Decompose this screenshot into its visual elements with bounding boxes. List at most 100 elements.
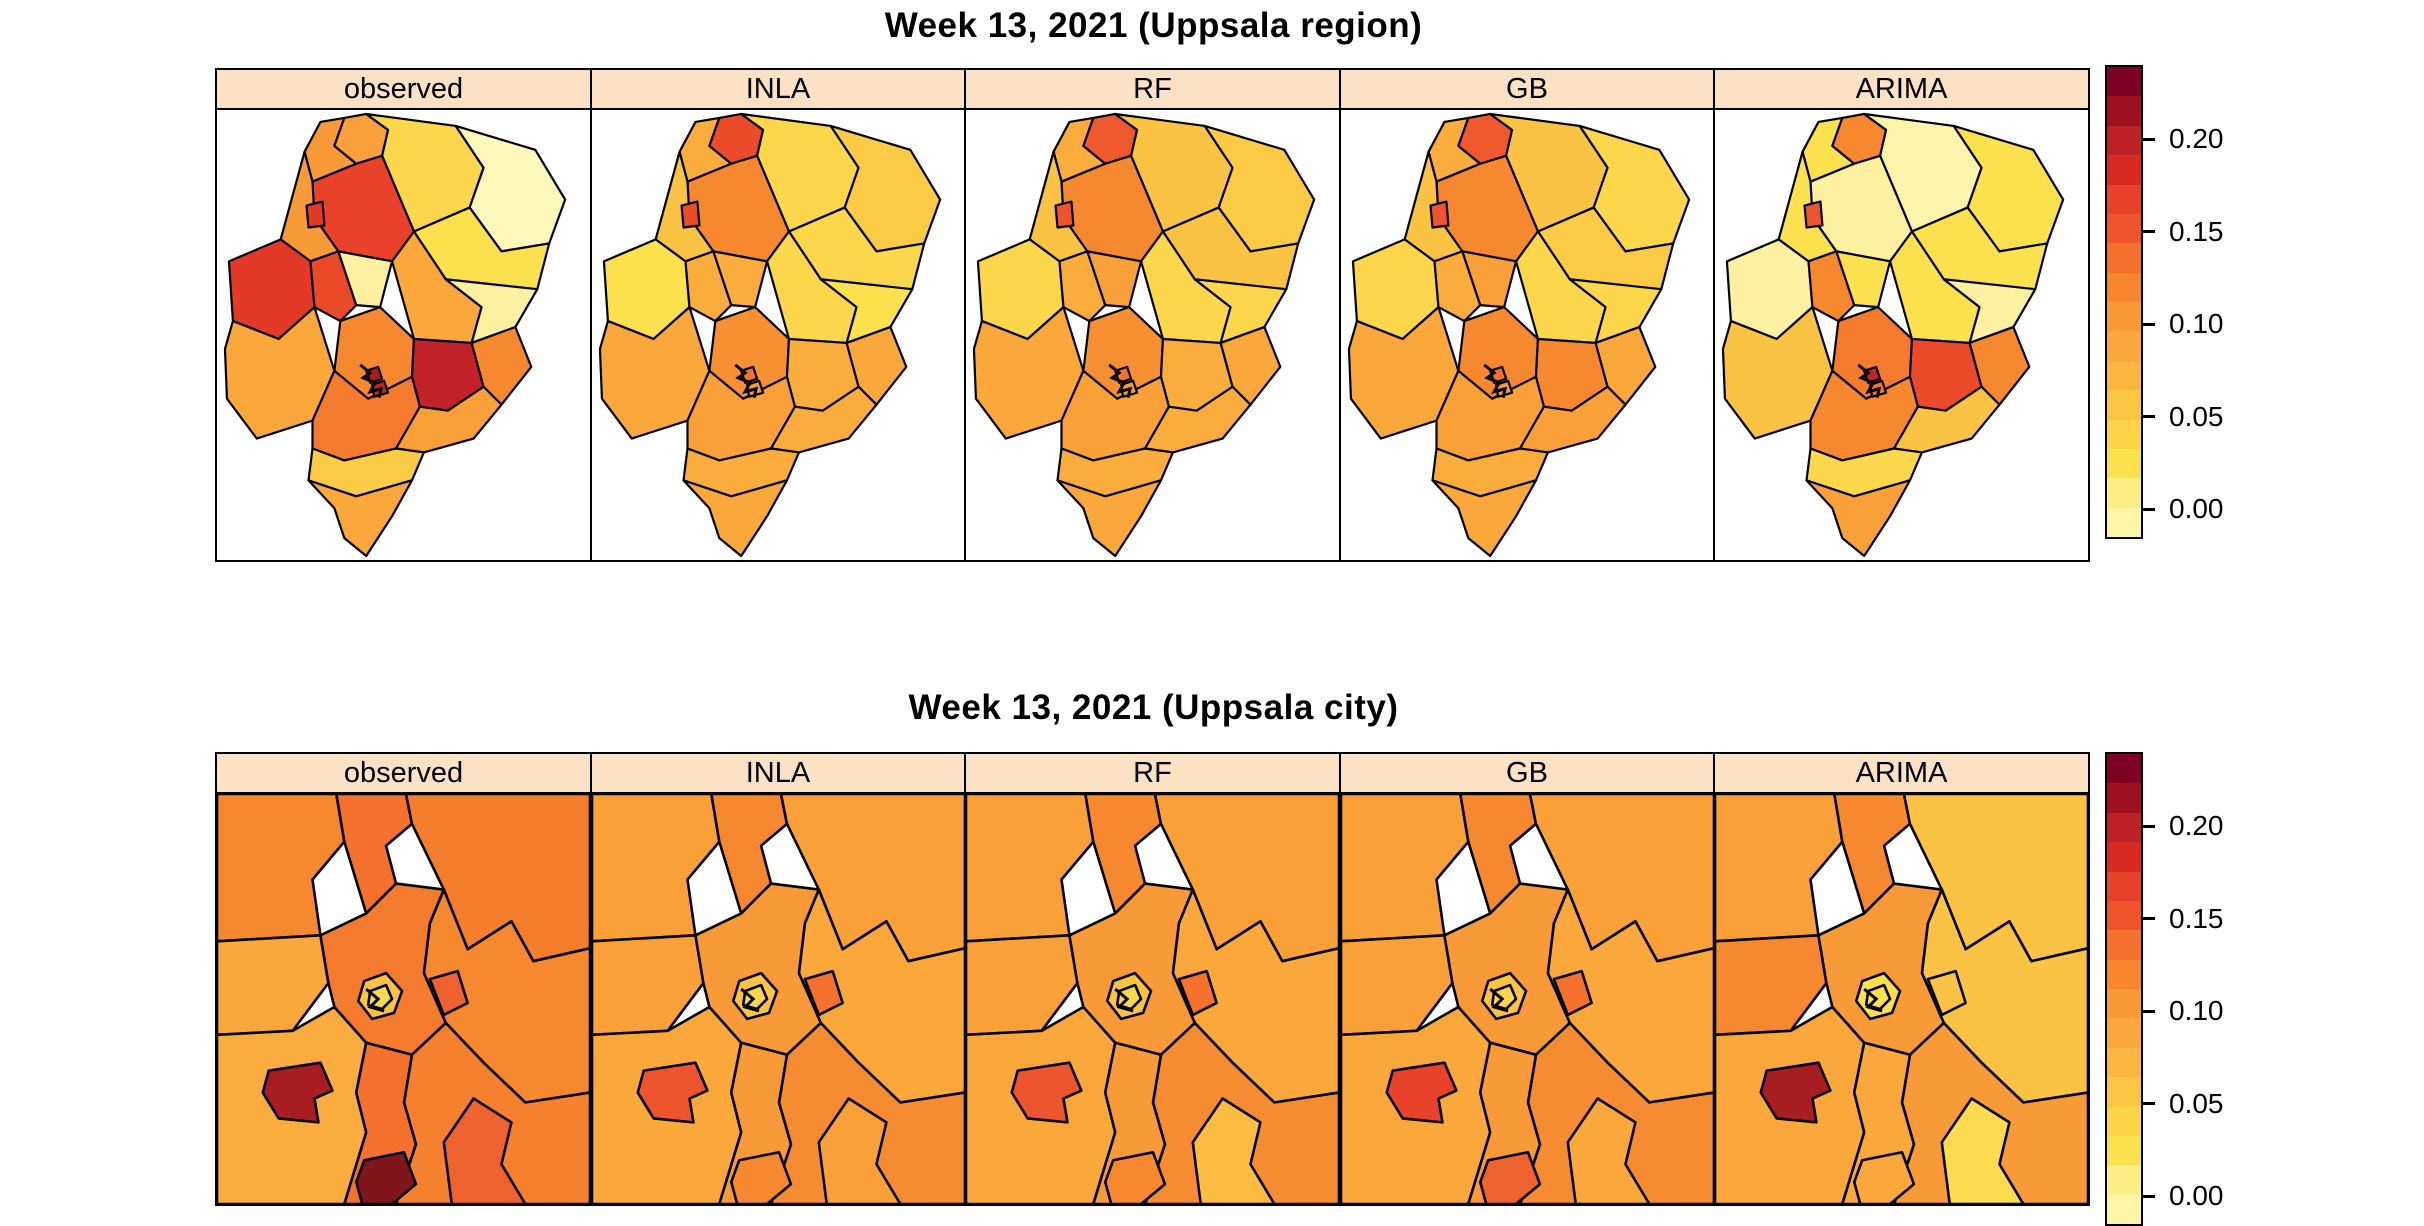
panel-strip-observed: observed [215, 752, 592, 794]
panel-strip-ARIMA: ARIMA [1713, 68, 2090, 110]
colorbar-tick-label: 0.05 [2169, 1087, 2224, 1119]
panel-strip-observed: observed [215, 68, 592, 110]
district-top-left [966, 794, 1095, 943]
city-border-detail [1863, 987, 1883, 1013]
district-left-mid [591, 934, 705, 1037]
colorbar-tick-label: 0.10 [2169, 308, 2224, 340]
colorbar-band [2107, 302, 2141, 332]
panel-strip-label: RF [1133, 72, 1172, 105]
panel-strip-INLA: INLA [589, 68, 967, 110]
colorbar-band [2107, 871, 2141, 901]
colorbar-band [2107, 1047, 2141, 1078]
colorbar-band [2107, 930, 2141, 960]
colorbar-tick-label: 0.20 [2169, 123, 2224, 155]
colorbar-tick [2141, 1102, 2155, 1106]
district-left-mid [966, 934, 1079, 1037]
district-center-left [1432, 250, 1481, 323]
colorbar-band [2107, 243, 2141, 273]
district-center-left [683, 250, 732, 323]
district-center-web [1817, 882, 1946, 1057]
panel-city-GB: GB [1338, 752, 1716, 1206]
city-border-detail [1108, 363, 1133, 399]
colorbar-band [2107, 213, 2141, 244]
colorbar-band [2107, 900, 2141, 931]
panel-strip-label: INLA [745, 756, 811, 789]
colorbar-band [2107, 989, 2141, 1019]
colorbar-band [2107, 812, 2141, 843]
district-bottom-tail [1430, 479, 1537, 558]
colorbar-band [2107, 419, 2141, 449]
colorbar-band [2107, 507, 2141, 537]
district-west-nub [679, 200, 701, 229]
panel-city-INLA: INLA [589, 752, 967, 1206]
colorbar-tick-label: 0.00 [2169, 493, 2224, 525]
colorbar-tick [2141, 322, 2155, 326]
colorbar-band [2107, 754, 2141, 784]
panel-strip-label: GB [1506, 72, 1548, 105]
district-dark-red-blob [635, 1061, 709, 1124]
row-title-region: Week 13, 2021 (Uppsala region) [884, 6, 1423, 45]
district-center-web [693, 882, 822, 1057]
district-dark-red-blob [1759, 1061, 1832, 1124]
panel-strip-label: ARIMA [1855, 72, 1948, 105]
row-title-city: Week 13, 2021 (Uppsala city) [908, 688, 1399, 727]
district-dark-red-blob [1384, 1061, 1458, 1124]
map-city-GB [1338, 794, 1716, 1206]
panel-region-RF: RF [964, 68, 1341, 562]
colorbar-tick-label: 0.10 [2169, 995, 2224, 1027]
district-west-nub [1428, 200, 1450, 229]
district-dark-bottom-blob [729, 1150, 792, 1204]
district-west-nub [305, 200, 326, 229]
panel-city-ARIMA: ARIMA [1713, 752, 2090, 1206]
map-city-observed [215, 794, 592, 1206]
colorbar-band [2107, 96, 2141, 126]
district-small-patch-right [803, 969, 844, 1017]
city-border-detail [359, 363, 384, 399]
district-center-left [1807, 250, 1856, 323]
district-bottom-tail [307, 479, 414, 558]
panel-city-observed: observed [215, 752, 592, 1206]
district-center-web [1068, 882, 1197, 1057]
city-border-detail [739, 987, 760, 1013]
colorbar-tick [2141, 230, 2155, 234]
district-bottom-right-triangle [1940, 1097, 2025, 1204]
city-border-detail [1488, 987, 1509, 1013]
colorbar-tick [2141, 137, 2155, 141]
colorbar-tick [2141, 1009, 2155, 1013]
district-top-left [591, 794, 721, 943]
map-city-RF [964, 794, 1341, 1206]
district-dark-red-blob [261, 1061, 334, 1124]
panel-strip-label: INLA [745, 72, 811, 105]
colorbar-tick [2141, 917, 2155, 921]
panel-region-INLA: INLA [589, 68, 967, 562]
district-east-orange [1594, 325, 1656, 406]
district-bottom-right-triangle [442, 1097, 527, 1204]
panel-strip-label: observed [343, 72, 464, 105]
colorbar-tick [2141, 824, 2155, 828]
district-small-patch-right [1177, 969, 1218, 1017]
district-top-left [1340, 794, 1470, 943]
district-bottom-right-triangle [1191, 1097, 1276, 1204]
colorbar-band [2107, 360, 2141, 391]
district-center-web [319, 882, 448, 1057]
colorbar-tick-label: 0.05 [2169, 400, 2224, 432]
panel-strip-label: GB [1506, 756, 1548, 789]
panel-strip-label: RF [1133, 756, 1172, 789]
colorbar-band [2107, 1135, 2141, 1166]
map-city-INLA [589, 794, 967, 1206]
district-dark-bottom-blob [1852, 1150, 1916, 1204]
colorbar-city: 0.20 0.15 0.10 0.05 0.00 [2105, 752, 2295, 1226]
district-west-nub [1803, 200, 1824, 229]
panel-strip-label: observed [343, 756, 464, 789]
colorbar-region: 0.20 0.15 0.10 0.05 0.00 [2105, 65, 2295, 539]
district-small-patch-right [1926, 969, 1967, 1017]
district-dark-bottom-blob [354, 1150, 418, 1204]
district-bottom-right-triangle [816, 1097, 902, 1204]
colorbar-band [2107, 783, 2141, 813]
colorbar-band [2107, 272, 2141, 302]
district-left-mid [217, 934, 330, 1037]
district-dark-bottom-blob [1103, 1150, 1167, 1204]
panel-strip-RF: RF [964, 68, 1341, 110]
colorbar-band [2107, 959, 2141, 989]
district-bottom-tail [1056, 479, 1163, 558]
